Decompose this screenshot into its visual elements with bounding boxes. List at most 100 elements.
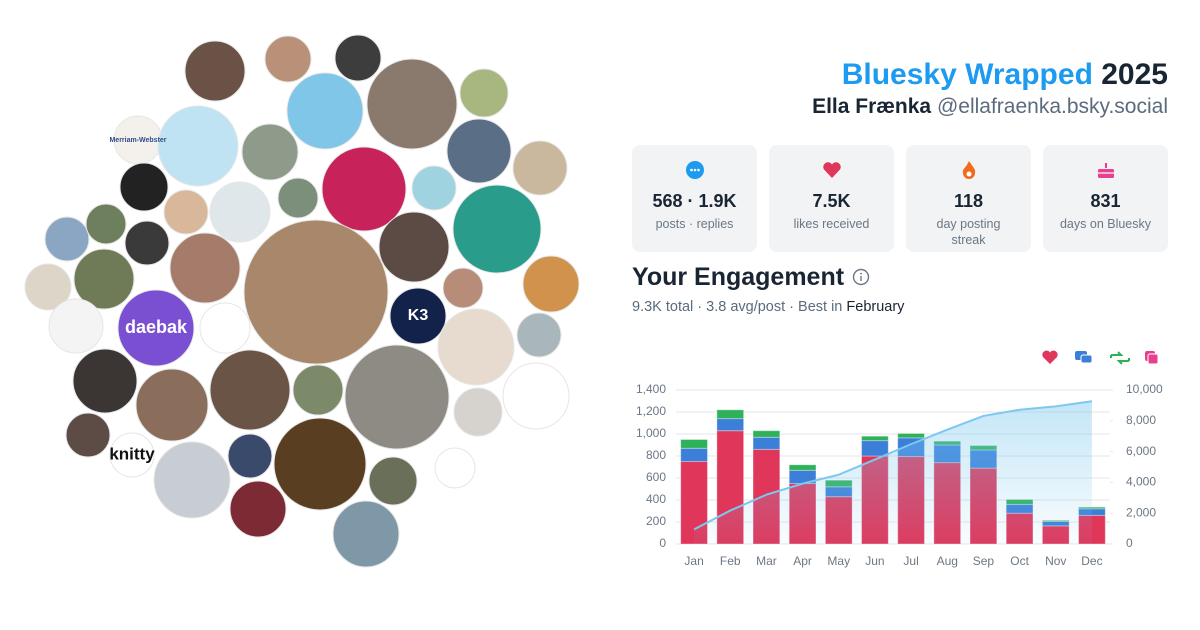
avatar bbox=[117, 289, 195, 367]
legend-icon[interactable] bbox=[1110, 351, 1130, 365]
avatar bbox=[452, 184, 542, 274]
chart: 0 200 400 600 800 1,000 1,200 1,400 0 2,000 4,000 6… bbox=[636, 350, 1163, 568]
x-tick-label: Jan bbox=[684, 554, 703, 568]
y2-tick-label: 6,000 bbox=[1126, 444, 1156, 458]
avatar bbox=[368, 456, 418, 506]
y-tick-label: 1,000 bbox=[636, 426, 666, 440]
icon bbox=[822, 162, 841, 178]
y2-tick-label: 2,000 bbox=[1126, 505, 1156, 519]
avatar bbox=[344, 344, 450, 450]
avatar-cloud: Merriam-Webster daebak K3 knitty bbox=[24, 34, 580, 568]
legend bbox=[1042, 350, 1159, 365]
x-tick-label: Apr bbox=[793, 554, 812, 568]
avatar bbox=[389, 287, 447, 345]
avatar bbox=[453, 387, 503, 437]
avatar bbox=[442, 267, 484, 309]
avatar bbox=[169, 232, 241, 304]
avatar bbox=[184, 40, 246, 102]
info-icon[interactable] bbox=[852, 268, 870, 286]
avatar bbox=[264, 35, 312, 83]
avatar bbox=[135, 368, 209, 442]
avatar-label: Merriam-Webster bbox=[109, 137, 166, 144]
avatar bbox=[321, 146, 407, 232]
stat-card: 568 · 1.9K posts · replies bbox=[632, 145, 757, 252]
y-tick-label: 400 bbox=[646, 492, 666, 506]
title-text: Bluesky Wrapped bbox=[841, 58, 1093, 91]
avatar bbox=[24, 263, 72, 311]
bar bbox=[752, 436, 781, 450]
avatar bbox=[241, 123, 299, 181]
bar bbox=[752, 430, 781, 438]
avatar bbox=[434, 447, 476, 489]
section-title: Your Engagement bbox=[632, 263, 845, 291]
best-month: February bbox=[846, 299, 905, 315]
x-tick-label: Jun bbox=[865, 554, 884, 568]
y-tick-label: 0 bbox=[659, 536, 666, 550]
avatar bbox=[332, 500, 400, 568]
avatar bbox=[72, 348, 138, 414]
avatar bbox=[277, 177, 319, 219]
title: Bluesky Wrapped 2025 bbox=[842, 58, 1168, 92]
avatar bbox=[229, 480, 287, 538]
legend-icon[interactable] bbox=[1042, 350, 1058, 364]
y-tick-label: 800 bbox=[646, 448, 666, 462]
x-tick-label: Sep bbox=[973, 554, 995, 568]
avatar bbox=[85, 203, 127, 245]
icon bbox=[685, 161, 704, 179]
avatar bbox=[522, 255, 580, 313]
stat-label: day posting streak bbox=[936, 217, 1001, 247]
avatar bbox=[157, 105, 239, 187]
legend-icon[interactable] bbox=[1145, 351, 1159, 365]
avatar bbox=[411, 165, 457, 211]
avatar-label: daebak bbox=[125, 317, 188, 337]
y-tick-label: 200 bbox=[646, 514, 666, 528]
icon bbox=[1097, 163, 1114, 178]
avatar bbox=[227, 433, 273, 479]
year: 2025 bbox=[1101, 58, 1168, 91]
bar bbox=[861, 440, 889, 457]
x-tick-label: Jul bbox=[903, 554, 918, 568]
stat-card: 831 days on Bluesky bbox=[1043, 145, 1168, 252]
stat-label: days on Bluesky bbox=[1059, 217, 1152, 231]
avatar-label: knitty bbox=[109, 444, 155, 463]
stat-card: 7.5K likes received bbox=[769, 145, 894, 252]
stat-value: 7.5K bbox=[812, 191, 851, 211]
stat-card: 118 day posting streak bbox=[906, 145, 1031, 252]
x-tick-label: Oct bbox=[1010, 554, 1029, 568]
legend-icon[interactable] bbox=[1075, 351, 1093, 364]
icon bbox=[962, 161, 975, 179]
avatar bbox=[378, 211, 450, 283]
avatar bbox=[516, 312, 562, 358]
y2-tick-label: 8,000 bbox=[1126, 413, 1156, 427]
bar bbox=[716, 418, 745, 432]
avatar bbox=[124, 220, 170, 266]
user: Ella Frænka @ellafraenka.bsky.social bbox=[812, 95, 1168, 119]
avatar bbox=[512, 140, 568, 196]
bar bbox=[861, 435, 889, 442]
avatar bbox=[273, 417, 367, 511]
summary-text: 9.3K total · 3.8 avg/post · Best in bbox=[632, 299, 843, 315]
bar bbox=[716, 409, 745, 420]
bar bbox=[897, 432, 925, 439]
handle: @ellafraenka.bsky.social bbox=[936, 95, 1168, 118]
avatar bbox=[437, 308, 515, 386]
y-tick-label: 600 bbox=[646, 470, 666, 484]
stat-value: 118 bbox=[953, 191, 984, 211]
x-tick-label: Aug bbox=[937, 554, 958, 568]
avatar bbox=[65, 412, 111, 458]
avatar bbox=[286, 72, 364, 150]
avatar bbox=[109, 432, 155, 478]
x-tick-label: Feb bbox=[720, 554, 741, 568]
avatar bbox=[209, 349, 291, 431]
avatar bbox=[459, 68, 509, 118]
avatar bbox=[334, 34, 382, 82]
x-tick-label: Nov bbox=[1045, 554, 1066, 568]
x-tick-label: May bbox=[827, 554, 850, 568]
display-name: Ella Frænka bbox=[812, 95, 932, 118]
area bbox=[694, 401, 1092, 544]
y2-tick-label: 10,000 bbox=[1126, 382, 1163, 396]
avatar bbox=[48, 298, 104, 354]
stat-value: 831 bbox=[1090, 191, 1121, 211]
y-tick-label: 1,400 bbox=[636, 382, 666, 396]
stat-label: posts · replies bbox=[655, 217, 734, 231]
